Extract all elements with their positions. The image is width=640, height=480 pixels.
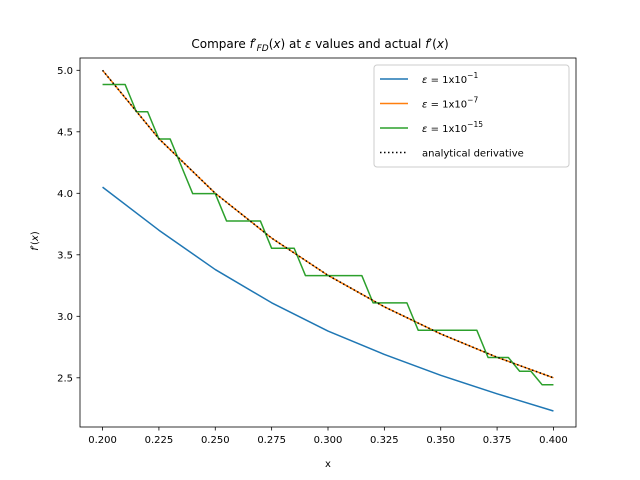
y-tick-label: 5.0 [57,66,73,77]
y-tick-label: 4.5 [57,127,73,138]
x-axis-ticks: 0.200 0.225 0.250 0.275 0.300 0.325 0.350 0.375… [88,427,568,446]
x-tick-label: 0.300 [314,435,343,446]
legend-label-2: ε = 1x10−7 [422,96,478,111]
x-tick-label: 0.325 [370,435,399,446]
y-axis-label: f′(x) [30,231,41,251]
x-tick-label: 0.350 [426,435,455,446]
x-tick-label: 0.375 [483,435,512,446]
plot-area [79,57,577,428]
legend: ε = 1x10−1 ε = 1x10−7 ε = 1x10−15 analytica… [373,64,570,168]
legend-label-1: ε = 1x10−1 [422,71,478,86]
y-tick-label: 3.0 [57,312,73,323]
legend-label-3: ε = 1x10−15 [422,120,483,135]
legend-box [373,64,570,168]
y-tick-label: 4.0 [57,189,73,200]
series-line-1 [102,186,554,412]
x-tick-label: 0.250 [201,435,230,446]
chart-title: Compare f′FD(x) at ε values and actual f… [191,37,448,54]
x-tick-label: 0.225 [145,435,174,446]
x-tick-label: 0.200 [88,435,117,446]
y-tick-label: 3.5 [57,250,73,261]
y-axis-ticks: 2.5 3.0 3.5 4.0 4.5 5.0 [57,66,80,384]
x-tick-label: 0.275 [257,435,286,446]
x-axis-label: x [325,459,331,470]
x-tick-label: 0.400 [539,435,568,446]
y-tick-label: 2.5 [57,373,73,384]
legend-label-4: analytical derivative [422,149,524,160]
